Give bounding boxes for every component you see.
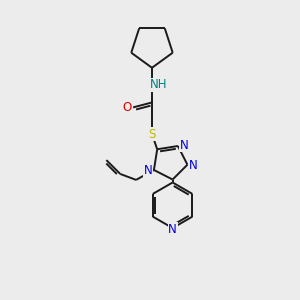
Text: N: N [144, 164, 152, 178]
Text: N: N [168, 223, 177, 236]
Text: S: S [148, 128, 156, 141]
Text: N: N [189, 159, 198, 172]
Text: N: N [179, 139, 188, 152]
Text: NH: NH [150, 78, 168, 91]
Text: O: O [123, 101, 132, 114]
